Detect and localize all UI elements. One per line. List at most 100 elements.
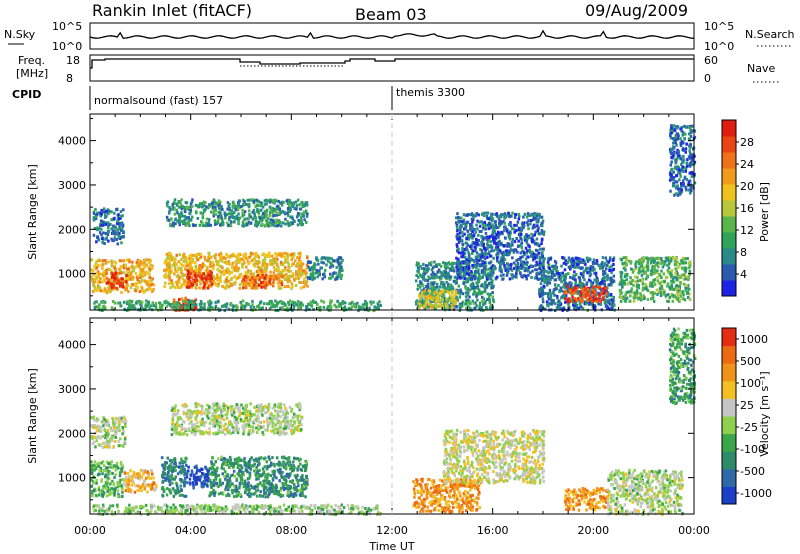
scatter-cell bbox=[415, 302, 418, 306]
scatter-cell bbox=[264, 223, 267, 227]
scatter-cell bbox=[269, 270, 272, 274]
scatter-cell bbox=[523, 221, 526, 225]
scatter-cell bbox=[517, 239, 520, 243]
scatter-cell bbox=[141, 261, 144, 265]
scatter-cell bbox=[541, 291, 545, 295]
scatter-cell bbox=[176, 280, 179, 284]
scatter-cell bbox=[173, 206, 176, 210]
scatter-cell bbox=[603, 279, 606, 283]
scatter-cell bbox=[298, 251, 302, 255]
scatter-cell bbox=[240, 257, 243, 261]
scatter-cell bbox=[557, 276, 561, 279]
scatter-cell bbox=[554, 286, 557, 290]
scatter-cell bbox=[273, 224, 277, 228]
scatter-cell bbox=[165, 256, 169, 260]
scatter-cell bbox=[170, 279, 173, 283]
scatter-cell bbox=[117, 236, 121, 240]
scatter-cell bbox=[168, 260, 172, 264]
scatter-cell bbox=[679, 137, 682, 141]
scatter-cell bbox=[304, 267, 308, 271]
scatter-cell bbox=[177, 260, 181, 264]
scatter-cell bbox=[469, 245, 472, 248]
scatter-cell bbox=[144, 288, 147, 292]
scatter-cell bbox=[530, 219, 533, 222]
scatter-cell bbox=[208, 203, 211, 207]
scatter-cell bbox=[449, 294, 452, 297]
scatter-cell bbox=[473, 277, 477, 281]
scatter-cell bbox=[263, 269, 266, 273]
scatter-cell bbox=[225, 252, 228, 256]
scatter-cell bbox=[238, 216, 242, 220]
scatter-cell bbox=[272, 281, 275, 284]
scatter-cell bbox=[444, 263, 447, 267]
scatter-cell bbox=[650, 282, 654, 286]
scatter-cell bbox=[252, 258, 255, 262]
scatter-cell bbox=[282, 263, 285, 267]
scatter-cell bbox=[475, 294, 478, 298]
scatter-cell bbox=[308, 277, 312, 281]
scatter-cell bbox=[277, 276, 281, 280]
scatter-cell bbox=[528, 248, 531, 252]
scatter-cell bbox=[456, 249, 460, 253]
scatter-cell bbox=[567, 258, 570, 262]
scatter-cell bbox=[214, 253, 218, 257]
scatter-cell bbox=[293, 207, 296, 210]
scatter-cell bbox=[471, 264, 474, 267]
scatter-cell bbox=[164, 272, 167, 276]
scatter-cell bbox=[233, 211, 236, 215]
scatter-cell bbox=[658, 273, 661, 276]
scatter-cell bbox=[503, 214, 506, 218]
scatter-cell bbox=[548, 266, 551, 270]
scatter-cell bbox=[217, 277, 220, 280]
scatter-cell bbox=[607, 293, 610, 297]
scatter-cell bbox=[675, 276, 679, 280]
scatter-cell bbox=[446, 285, 450, 289]
scatter-cell bbox=[456, 225, 459, 229]
scatter-cell bbox=[182, 299, 185, 303]
scatter-cell bbox=[123, 280, 126, 284]
scatter-cell bbox=[257, 215, 261, 219]
scatter-cell bbox=[538, 258, 541, 262]
scatter-cell bbox=[216, 221, 220, 225]
scatter-cell bbox=[136, 263, 139, 267]
scatter-cell bbox=[469, 276, 473, 280]
scatter-cell bbox=[669, 189, 672, 193]
scatter-cell bbox=[168, 209, 171, 213]
scatter-cell bbox=[227, 205, 230, 208]
scatter-cell bbox=[117, 279, 120, 283]
scatter-cell bbox=[581, 275, 585, 279]
scatter-cell bbox=[272, 199, 275, 203]
scatter-cell bbox=[134, 289, 138, 293]
scatter-cell bbox=[291, 205, 295, 209]
scatter-cell bbox=[640, 278, 644, 282]
scatter-cell bbox=[255, 198, 258, 202]
scatter-cell bbox=[274, 267, 277, 271]
scatter-cell bbox=[205, 268, 209, 271]
scatter-cell bbox=[227, 224, 230, 228]
scatter-cell bbox=[245, 282, 248, 286]
freq-tick-bottom: 8 bbox=[66, 72, 73, 85]
scatter-cell bbox=[465, 223, 468, 227]
scatter-cell bbox=[304, 209, 308, 213]
scatter-cell bbox=[678, 262, 682, 266]
scatter-cell bbox=[242, 258, 245, 262]
scatter-cell bbox=[491, 279, 494, 283]
scatter-cell bbox=[558, 289, 561, 292]
scatter-cell bbox=[266, 253, 269, 257]
scatter-cell bbox=[467, 256, 471, 260]
scatter-cell bbox=[504, 253, 507, 257]
scatter-cell bbox=[249, 252, 253, 256]
scatter-cell bbox=[90, 258, 93, 262]
scatter-cell bbox=[551, 291, 555, 295]
scatter-cell bbox=[220, 264, 223, 268]
scatter-cell bbox=[577, 262, 580, 266]
scatter-cell bbox=[265, 202, 268, 206]
scatter-cell bbox=[202, 281, 205, 284]
scatter-cell bbox=[147, 286, 150, 290]
scatter-cell bbox=[219, 201, 222, 205]
scatter-cell bbox=[180, 269, 183, 272]
scatter-cell bbox=[291, 255, 294, 258]
scatter-cell bbox=[569, 299, 572, 302]
scatter-cell bbox=[223, 271, 227, 275]
scatter-cell bbox=[151, 267, 154, 270]
